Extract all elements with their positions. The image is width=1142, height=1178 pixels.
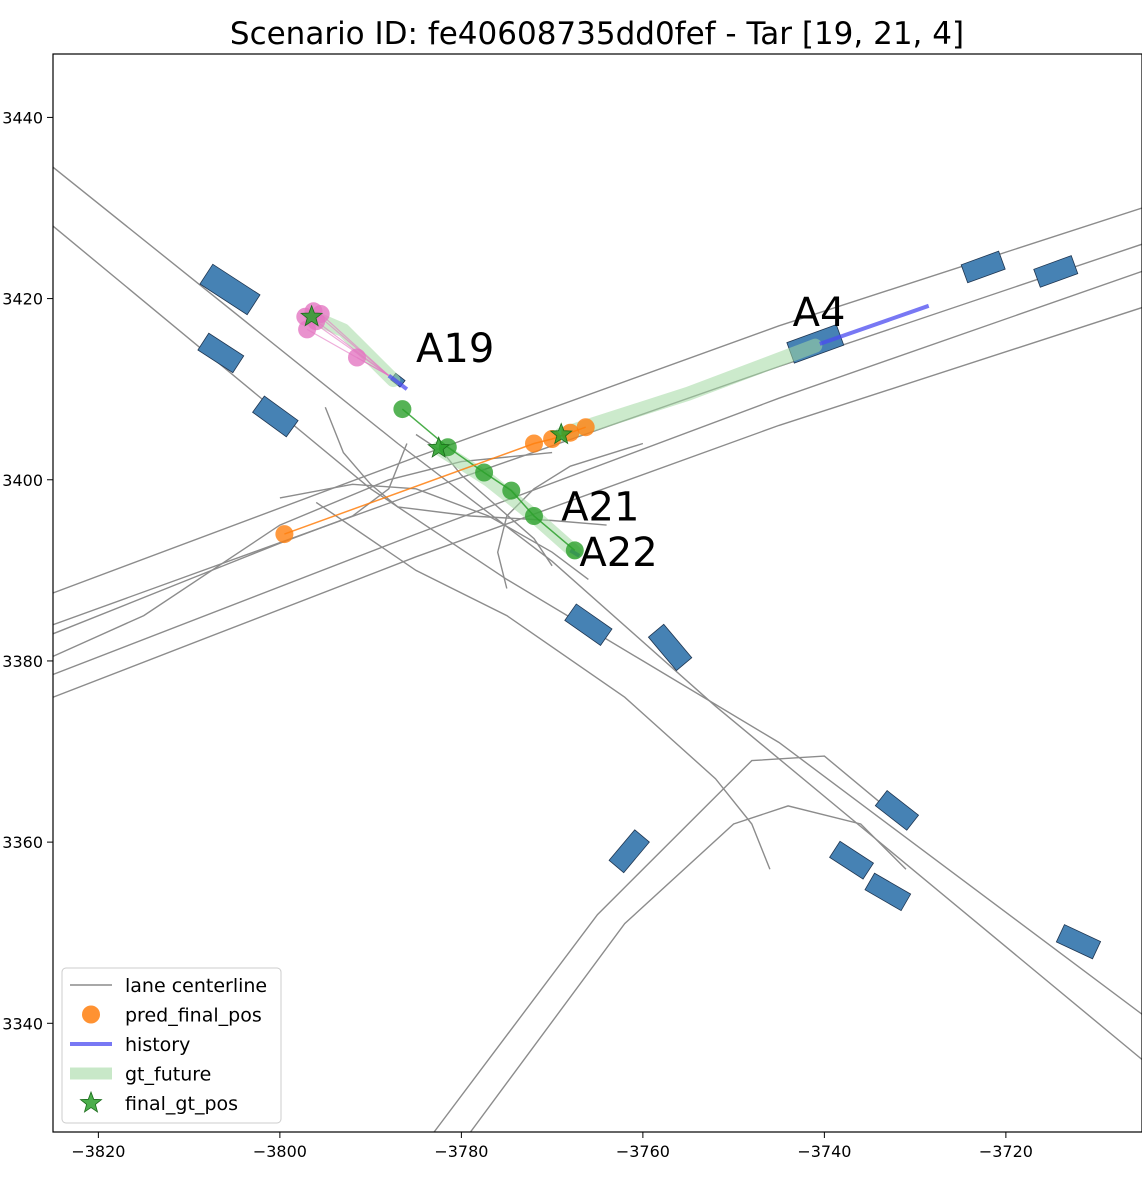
vehicle-10 [608, 829, 650, 874]
vehicle-1 [197, 332, 245, 374]
lane-centerline-6 [433, 755, 907, 1132]
legend-swatch-star [79, 1090, 103, 1113]
agent-label-a21: A21 [561, 485, 639, 531]
legend-label: gt_future [125, 1064, 211, 1086]
lane-centerline-0 [53, 166, 1142, 1061]
a19-pred-fan-2 [313, 310, 390, 377]
x-tick-label: −3740 [797, 1142, 851, 1161]
a19-final-gt-star [300, 304, 324, 327]
a21-pred-point-3 [475, 463, 494, 482]
vehicle-6 [1033, 255, 1079, 288]
a4-pred-point-4 [576, 418, 595, 437]
a21-final-gt-star [427, 435, 451, 458]
vehicle-0 [199, 263, 261, 316]
a19-pred-fan-5 [315, 320, 390, 377]
vehicle-13 [1055, 924, 1102, 960]
vehicle-11 [829, 840, 875, 880]
agent-label-a22: A22 [579, 530, 657, 576]
y-tick-label: 3360 [2, 833, 43, 852]
legend-item-pred-final-pos: pred_final_pos [82, 1005, 262, 1027]
lane-centerline-7 [469, 805, 907, 1132]
vehicle-5 [960, 250, 1006, 284]
x-tick-label: −3720 [979, 1142, 1033, 1161]
legend-item-history: history [70, 1034, 190, 1056]
vehicle-8 [647, 623, 693, 672]
lane-centerline-2 [53, 207, 1142, 594]
a21-pred-point-5 [393, 400, 412, 419]
a21-pred-point-2 [502, 481, 521, 500]
legend-item-lane-centerline: lane centerline [70, 975, 267, 997]
legend-item-final-gt-pos: final_gt_pos [79, 1090, 238, 1115]
a4-final-gt-star [549, 422, 573, 445]
legend-label: history [125, 1034, 190, 1056]
agent-label-a19: A19 [416, 326, 494, 372]
x-tick-label: −3780 [434, 1142, 488, 1161]
legend-label: final_gt_pos [125, 1093, 238, 1115]
a19-pred-point-4 [348, 348, 366, 367]
vehicle-2 [252, 395, 299, 438]
legend-label: lane centerline [125, 975, 267, 997]
lane-centerline-4 [53, 270, 1142, 676]
lane-centerline-5 [53, 306, 1142, 698]
lane-centerline-9 [53, 451, 553, 658]
y-tick-label: 3440 [2, 108, 43, 127]
legend-label: pred_final_pos [125, 1005, 262, 1027]
a21-pred-point-0 [565, 541, 584, 560]
x-tick-label: −3800 [253, 1142, 307, 1161]
a19-history [387, 374, 409, 391]
lane-centerline-8 [315, 501, 771, 870]
legend-item-gt-future: gt_future [70, 1064, 211, 1086]
legend-box [61, 967, 282, 1124]
y-tick-label: 3420 [2, 290, 43, 309]
plot-frame [52, 53, 1142, 1133]
a4-pred-point-1 [525, 434, 543, 453]
chart-title: Scenario ID: fe40608735dd0fef - Tar [19,… [230, 16, 964, 52]
axis-layer: −3820 −3800 −3780 −3760 −3740 −3720 3340 3360 33… [2, 108, 1033, 1161]
vehicle-12 [864, 872, 912, 912]
plot-layer: A19 A21 A4 A22 [53, 166, 1142, 1132]
lane-centerline-12 [53, 443, 408, 635]
lane-centerline-11 [324, 407, 607, 526]
y-tick-label: 3340 [2, 1014, 43, 1033]
vehicle-9 [874, 790, 920, 831]
a4-history [819, 303, 930, 346]
agent-label-a4: A4 [793, 290, 846, 336]
x-tick-label: −3820 [71, 1142, 125, 1161]
a4-gt-future [554, 338, 823, 442]
a21-pred-point-1 [525, 507, 543, 525]
legend-swatch-dot [82, 1005, 100, 1024]
a4-pred-point-0 [275, 525, 294, 544]
y-tick-label: 3380 [2, 652, 43, 671]
x-tick-label: −3760 [616, 1142, 670, 1161]
plot-area [53, 54, 1142, 1132]
lane-centerline-10 [279, 483, 589, 580]
y-tick-label: 3400 [2, 471, 43, 490]
vehicle-7 [564, 603, 613, 646]
